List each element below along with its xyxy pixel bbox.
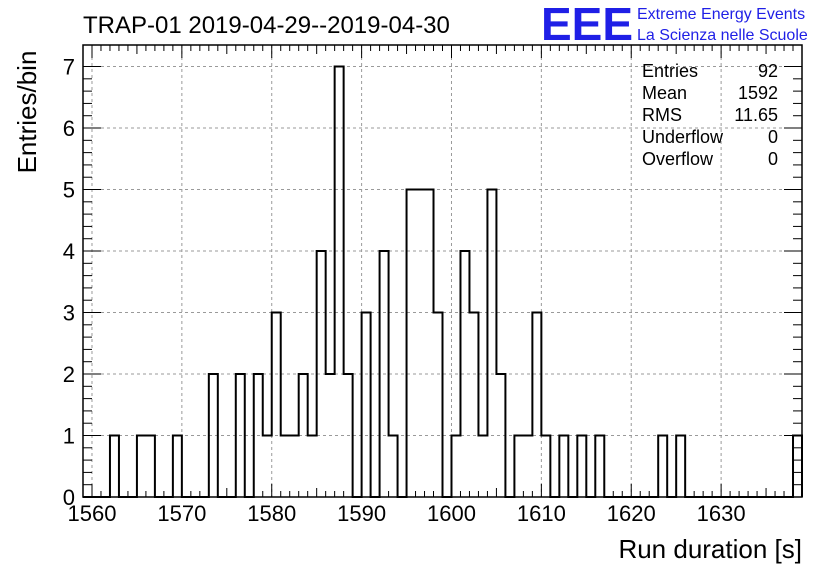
stat-entries-label: Entries xyxy=(642,61,698,81)
histogram-bin xyxy=(658,436,667,497)
histogram-bin xyxy=(577,436,586,497)
histogram-bin xyxy=(407,190,416,497)
histogram-bin xyxy=(514,436,523,497)
logo-line-1: Extreme Energy Events xyxy=(637,6,805,23)
histogram-bin xyxy=(326,374,335,497)
chart-title: TRAP-01 2019-04-29--2019-04-30 xyxy=(83,12,450,39)
histogram-bin xyxy=(299,374,308,497)
y-tick-label: 0 xyxy=(63,485,75,510)
histogram-bin xyxy=(469,313,478,497)
y-tick-label: 3 xyxy=(63,301,75,326)
stat-rms-label: RMS xyxy=(642,105,682,125)
histogram-bin xyxy=(281,436,290,497)
histogram-bin xyxy=(362,313,371,497)
histogram-bin xyxy=(487,190,496,497)
histogram-bin xyxy=(380,251,389,497)
x-tick-label: 1560 xyxy=(68,501,117,526)
histogram-bin xyxy=(532,313,541,497)
x-tick-label: 1600 xyxy=(427,501,476,526)
stat-entries-value: 92 xyxy=(758,61,778,81)
stat-underflow-value: 0 xyxy=(768,127,778,147)
y-axis-label: Entries/bin xyxy=(12,51,42,174)
y-tick-label: 4 xyxy=(63,239,75,264)
histogram-bin xyxy=(541,436,550,497)
histogram-bin xyxy=(290,436,299,497)
stat-rms-value: 11.65 xyxy=(734,105,778,125)
histogram-bin xyxy=(478,436,487,497)
histogram-bin xyxy=(676,436,685,497)
x-tick-label: 1620 xyxy=(607,501,656,526)
stat-mean-value: 1592 xyxy=(738,83,778,103)
stats-box: Entries 92 Mean 1592 RMS 11.65 Underflow… xyxy=(642,61,778,169)
x-tick-label: 1630 xyxy=(697,501,746,526)
x-tick-label: 1570 xyxy=(157,501,206,526)
histogram-bin xyxy=(209,374,218,497)
y-tick-label: 6 xyxy=(63,116,75,141)
y-tick-label: 1 xyxy=(63,424,75,449)
histogram-bin xyxy=(236,374,245,497)
histogram-bin xyxy=(263,436,272,497)
histogram-bin xyxy=(110,436,119,497)
histogram-bin xyxy=(434,313,443,497)
axis-ticks: 1560 1570 1580 1590 1600 1610 1620 1630 0 1 2 3 4 5 6 7 xyxy=(63,45,803,526)
logo-letters: EEE xyxy=(541,0,633,50)
histogram-bin xyxy=(173,436,182,497)
x-tick-label: 1580 xyxy=(247,501,296,526)
histogram-bin xyxy=(344,374,353,497)
x-axis-label: Run duration [s] xyxy=(618,534,802,564)
histogram-bin xyxy=(272,313,281,497)
histogram-bin xyxy=(559,436,568,497)
stat-mean-label: Mean xyxy=(642,83,687,103)
histogram-bin xyxy=(496,374,505,497)
histogram-bin xyxy=(317,251,326,497)
histogram-bin xyxy=(146,436,155,497)
eee-logo: EEE Extreme Energy Events La Scienza nel… xyxy=(541,0,808,50)
stat-overflow-value: 0 xyxy=(768,149,778,169)
histogram-bin xyxy=(416,190,425,497)
histogram-bin xyxy=(460,251,469,497)
histogram-bin xyxy=(335,67,344,497)
histogram-bin xyxy=(523,436,532,497)
histogram-bin xyxy=(389,436,398,497)
histogram-bin xyxy=(137,436,146,497)
plot-frame xyxy=(82,44,803,498)
histogram-bin xyxy=(425,190,434,497)
histogram-bin xyxy=(793,436,802,497)
histogram-bin xyxy=(308,436,317,497)
y-tick-label: 2 xyxy=(63,362,75,387)
x-tick-label: 1590 xyxy=(337,501,386,526)
stat-overflow-label: Overflow xyxy=(642,149,714,169)
y-tick-label: 5 xyxy=(63,178,75,203)
histogram-bin xyxy=(595,436,604,497)
logo-line-2: La Scienza nelle Scuole xyxy=(637,27,808,44)
y-tick-label: 7 xyxy=(63,55,75,80)
histogram-bin xyxy=(254,374,263,497)
histogram-bin xyxy=(451,436,460,497)
x-tick-label: 1610 xyxy=(517,501,566,526)
stat-underflow-label: Underflow xyxy=(642,127,724,147)
